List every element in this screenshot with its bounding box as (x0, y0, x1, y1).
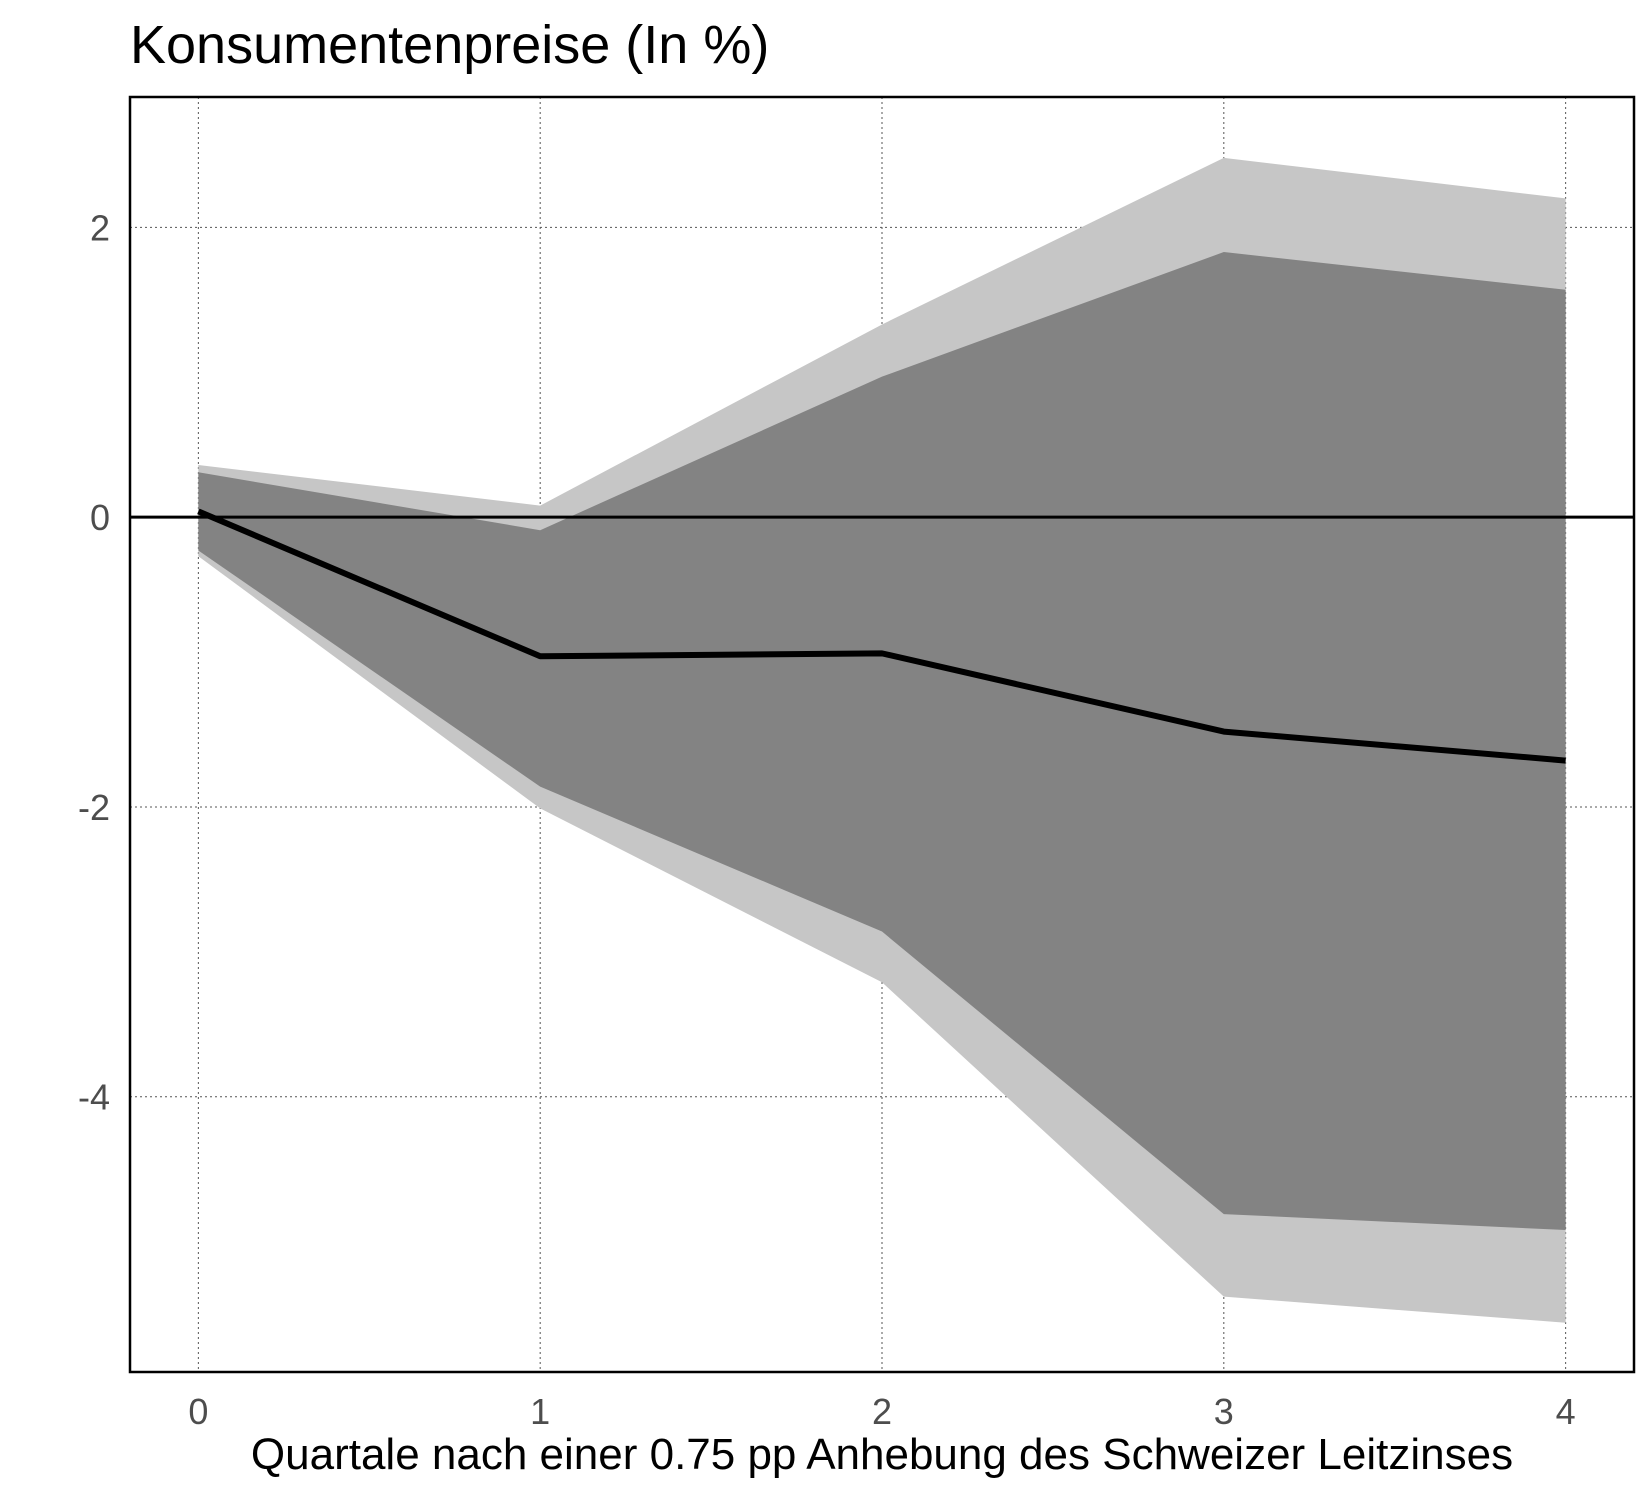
inner-confidence-band (198, 252, 1566, 1231)
y-tick-label: 0 (90, 497, 110, 538)
x-tick-label: 2 (872, 1391, 892, 1432)
confidence-bands (198, 157, 1566, 1323)
chart-title: Konsumentenpreise (In %) (130, 15, 770, 75)
x-tick-label: 3 (1214, 1391, 1234, 1432)
x-axis-label: Quartale nach einer 0.75 pp Anhebung des… (250, 1430, 1514, 1479)
median-line-layer (130, 508, 1634, 764)
y-tick-label: 2 (90, 207, 110, 248)
y-tick-label: -2 (78, 787, 110, 828)
x-tick-label: 1 (530, 1391, 550, 1432)
x-tick-label: 0 (188, 1391, 208, 1432)
x-tick-label: 4 (1556, 1391, 1576, 1432)
plot-frame (128, 95, 1636, 1374)
y-tick-label: -4 (78, 1077, 110, 1118)
median-line (197, 508, 1566, 764)
tick-labels: 0 1 2 3 4 2 0 -2 -4 (78, 207, 1576, 1432)
